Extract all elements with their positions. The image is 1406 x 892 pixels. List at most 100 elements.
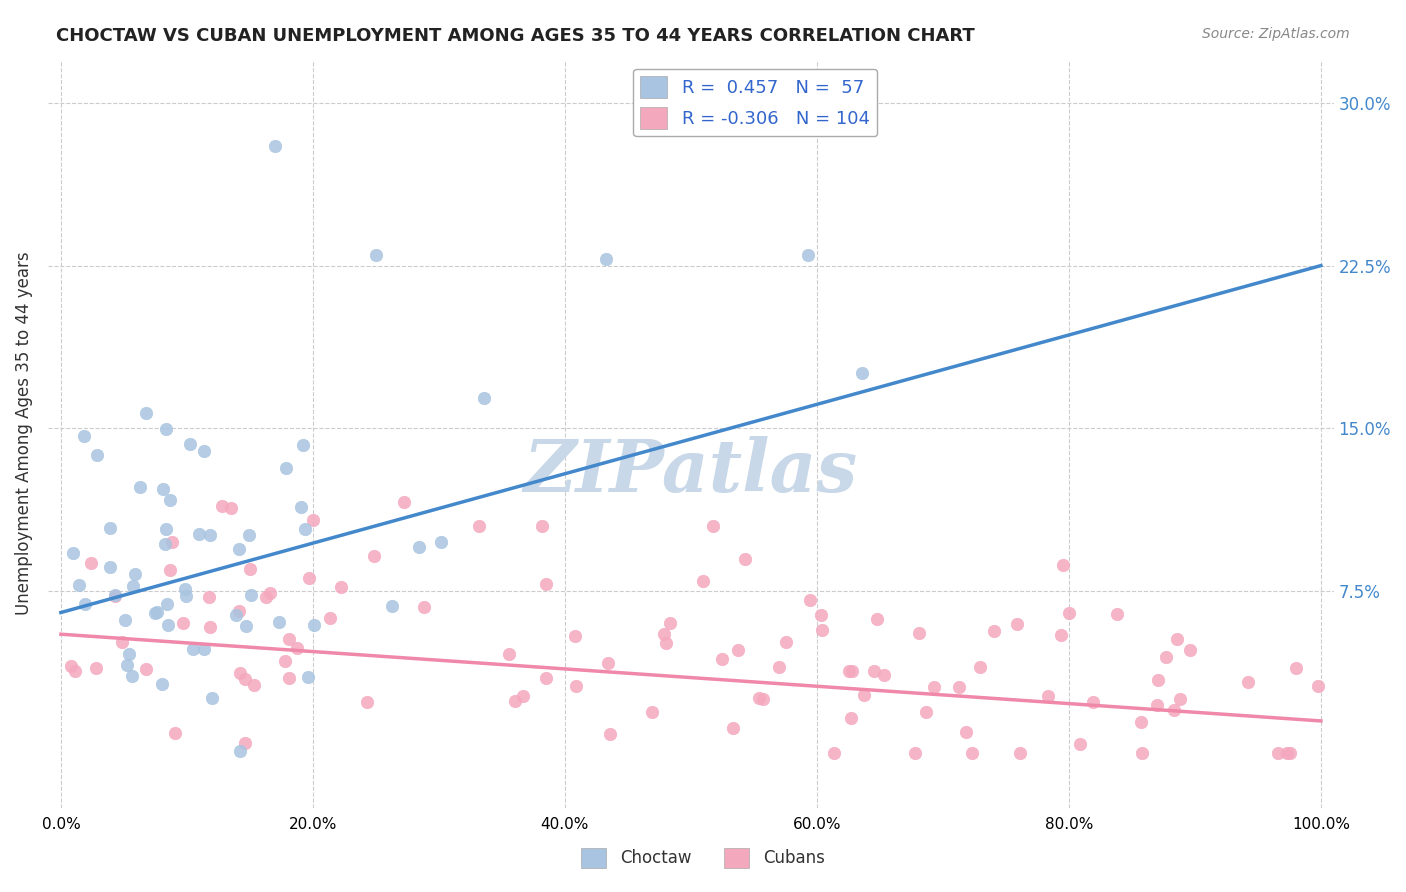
Point xyxy=(104,589,127,603)
Point xyxy=(135,406,157,420)
Point xyxy=(181,641,204,656)
Point xyxy=(150,677,173,691)
Point xyxy=(229,744,252,758)
Point xyxy=(711,652,734,666)
Point xyxy=(228,604,250,618)
Point xyxy=(723,721,745,735)
Point xyxy=(1105,607,1128,622)
Point xyxy=(748,691,770,706)
Point xyxy=(98,560,121,574)
Point xyxy=(363,549,385,563)
Point xyxy=(1168,691,1191,706)
Point xyxy=(381,599,404,614)
Point xyxy=(810,607,832,622)
Point xyxy=(111,635,134,649)
Point xyxy=(969,659,991,673)
Text: Source: ZipAtlas.com: Source: ZipAtlas.com xyxy=(1202,27,1350,41)
Point xyxy=(531,518,554,533)
Point xyxy=(259,585,281,599)
Point xyxy=(277,671,299,685)
Point xyxy=(60,658,83,673)
Point xyxy=(1129,715,1152,730)
Point xyxy=(1166,632,1188,646)
Point xyxy=(356,695,378,709)
Point xyxy=(640,705,662,719)
Point xyxy=(962,747,984,761)
Point xyxy=(1010,747,1032,761)
Point xyxy=(143,606,166,620)
Point xyxy=(135,662,157,676)
Point xyxy=(98,521,121,535)
Point xyxy=(294,522,316,536)
Point xyxy=(330,580,353,594)
Point xyxy=(174,589,197,603)
Point xyxy=(659,616,682,631)
Point xyxy=(254,590,277,604)
Point xyxy=(955,725,977,739)
Point xyxy=(413,600,436,615)
Point xyxy=(159,492,181,507)
Point xyxy=(598,656,620,670)
Point xyxy=(157,618,180,632)
Point xyxy=(1132,747,1154,761)
Point xyxy=(983,624,1005,638)
Point xyxy=(122,579,145,593)
Point xyxy=(564,629,586,643)
Point xyxy=(240,588,263,602)
Legend: R =  0.457   N =  57, R = -0.306   N = 104: R = 0.457 N = 57, R = -0.306 N = 104 xyxy=(633,69,877,136)
Point xyxy=(84,661,107,675)
Point xyxy=(155,522,177,536)
Point xyxy=(1050,628,1073,642)
Point xyxy=(565,679,588,693)
Point xyxy=(1069,737,1091,751)
Point xyxy=(173,582,195,596)
Point xyxy=(924,680,946,694)
Point xyxy=(392,494,415,508)
Point xyxy=(75,598,97,612)
Text: ZIPatlas: ZIPatlas xyxy=(524,435,858,507)
Point xyxy=(235,619,257,633)
Point xyxy=(503,693,526,707)
Point xyxy=(1285,660,1308,674)
Point xyxy=(229,665,252,680)
Point xyxy=(512,689,534,703)
Point xyxy=(839,711,862,725)
Point xyxy=(595,252,617,266)
Point xyxy=(114,613,136,627)
Point xyxy=(198,619,221,633)
Point xyxy=(155,422,177,436)
Point xyxy=(104,588,127,602)
Point xyxy=(274,654,297,668)
Point xyxy=(430,534,453,549)
Point xyxy=(193,444,215,458)
Text: CHOCTAW VS CUBAN UNEMPLOYMENT AMONG AGES 35 TO 44 YEARS CORRELATION CHART: CHOCTAW VS CUBAN UNEMPLOYMENT AMONG AGES… xyxy=(56,27,974,45)
Point xyxy=(408,540,430,554)
Point xyxy=(129,480,152,494)
Point xyxy=(179,437,201,451)
Point xyxy=(302,513,325,527)
Point xyxy=(298,571,321,585)
Point xyxy=(811,623,834,637)
Point xyxy=(243,678,266,692)
Point xyxy=(702,519,724,533)
Point xyxy=(285,641,308,656)
Point xyxy=(115,658,138,673)
Point xyxy=(198,528,221,542)
Point xyxy=(599,726,621,740)
Point xyxy=(1081,695,1104,709)
Point xyxy=(159,563,181,577)
Point xyxy=(468,518,491,533)
Point xyxy=(863,664,886,678)
Point xyxy=(1306,679,1329,693)
Point xyxy=(172,615,194,630)
Point xyxy=(269,615,291,629)
Point xyxy=(1267,747,1289,761)
Point xyxy=(915,706,938,720)
Point xyxy=(1178,643,1201,657)
Point xyxy=(198,590,221,604)
Point xyxy=(238,528,260,542)
Point xyxy=(536,671,558,685)
Point xyxy=(165,726,187,740)
Point xyxy=(1278,747,1301,761)
Point xyxy=(233,736,256,750)
